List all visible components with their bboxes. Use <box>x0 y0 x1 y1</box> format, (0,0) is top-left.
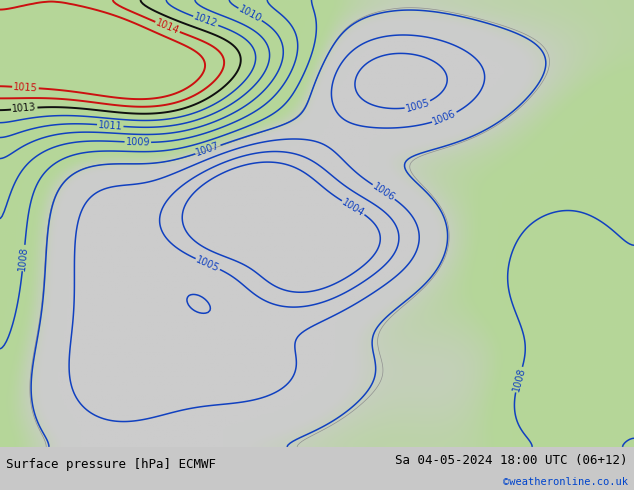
Text: 1010: 1010 <box>237 4 263 24</box>
Text: 1006: 1006 <box>431 109 458 127</box>
Text: 1012: 1012 <box>192 12 219 30</box>
Text: 1008: 1008 <box>18 245 30 270</box>
Text: 1013: 1013 <box>11 102 37 114</box>
Text: 1014: 1014 <box>154 18 181 36</box>
Text: 1011: 1011 <box>98 120 123 131</box>
Text: Sa 04-05-2024 18:00 UTC (06+12): Sa 04-05-2024 18:00 UTC (06+12) <box>395 454 628 467</box>
Text: 1004: 1004 <box>340 197 366 218</box>
Text: 1009: 1009 <box>126 137 150 147</box>
Text: 1015: 1015 <box>13 82 38 93</box>
Text: 1006: 1006 <box>371 181 397 203</box>
Text: ©weatheronline.co.uk: ©weatheronline.co.uk <box>503 477 628 487</box>
Text: Surface pressure [hPa] ECMWF: Surface pressure [hPa] ECMWF <box>6 459 216 471</box>
Text: 1005: 1005 <box>195 254 221 273</box>
Text: 1005: 1005 <box>404 98 431 114</box>
Text: 1007: 1007 <box>195 141 221 158</box>
Text: 1008: 1008 <box>511 367 527 392</box>
